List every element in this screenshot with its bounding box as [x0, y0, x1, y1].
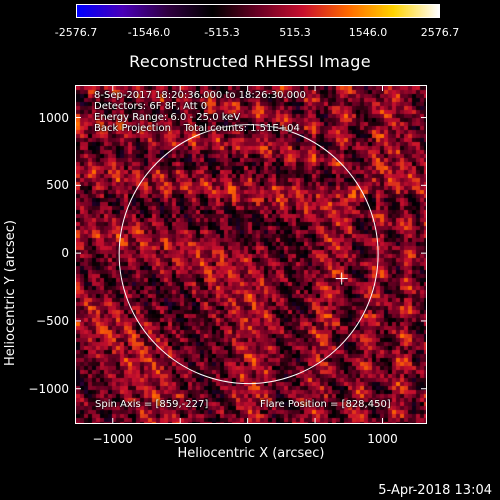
colorbar-tick: 1546.0 — [348, 26, 388, 39]
annotation-detectors: Detectors: 6F 8F, Att 0 — [94, 101, 208, 112]
annotation-method: Back Projection Total counts: 1.51E+04 — [94, 123, 300, 134]
x-tick-label: 500 — [303, 432, 327, 446]
y-axis-label: Heliocentric Y (arcsec) — [3, 220, 18, 366]
plot-area: 8-Sep-2017 18:20:36.000 to 18:26:30.000 … — [75, 85, 427, 424]
y-tick-label: 0 — [61, 246, 69, 261]
colorbar-tick: -2576.7 — [54, 26, 98, 39]
y-tick-label: 1000 — [38, 110, 69, 125]
annotation-energy: Energy Range: 6.0 - 25.0 keV — [94, 112, 241, 123]
y-tick-label: 500 — [46, 178, 69, 193]
colorbar — [76, 4, 440, 18]
colorbar-tick: 515.3 — [279, 26, 311, 39]
colorbar-tick: 2576.7 — [420, 26, 460, 39]
heatmap-image — [76, 86, 426, 423]
x-tick-label: 0 — [243, 432, 252, 446]
annotation-flare-position: Flare Position = [828,450] — [260, 399, 391, 410]
x-tick-label: 1000 — [367, 432, 398, 446]
colorbar-tick: -1546.0 — [127, 26, 171, 39]
x-axis-label: Heliocentric X (arcsec) — [177, 446, 325, 461]
colorbar-tick: -515.3 — [204, 26, 240, 39]
solar-limb-circle — [118, 124, 379, 385]
x-tick-label: −1000 — [92, 432, 134, 446]
chart-title: Reconstructed RHESSI Image — [129, 52, 371, 71]
y-tick-label: −500 — [36, 313, 69, 328]
annotation-spin-axis: Spin Axis = [859,-227] — [95, 399, 209, 410]
y-tick-label: −1000 — [28, 381, 69, 396]
plot-overlay — [118, 124, 379, 385]
x-tick-label: −500 — [163, 432, 197, 446]
timestamp-footer: 5-Apr-2018 13:04 — [378, 483, 492, 498]
annotation-time: 8-Sep-2017 18:20:36.000 to 18:26:30.000 — [94, 90, 306, 101]
